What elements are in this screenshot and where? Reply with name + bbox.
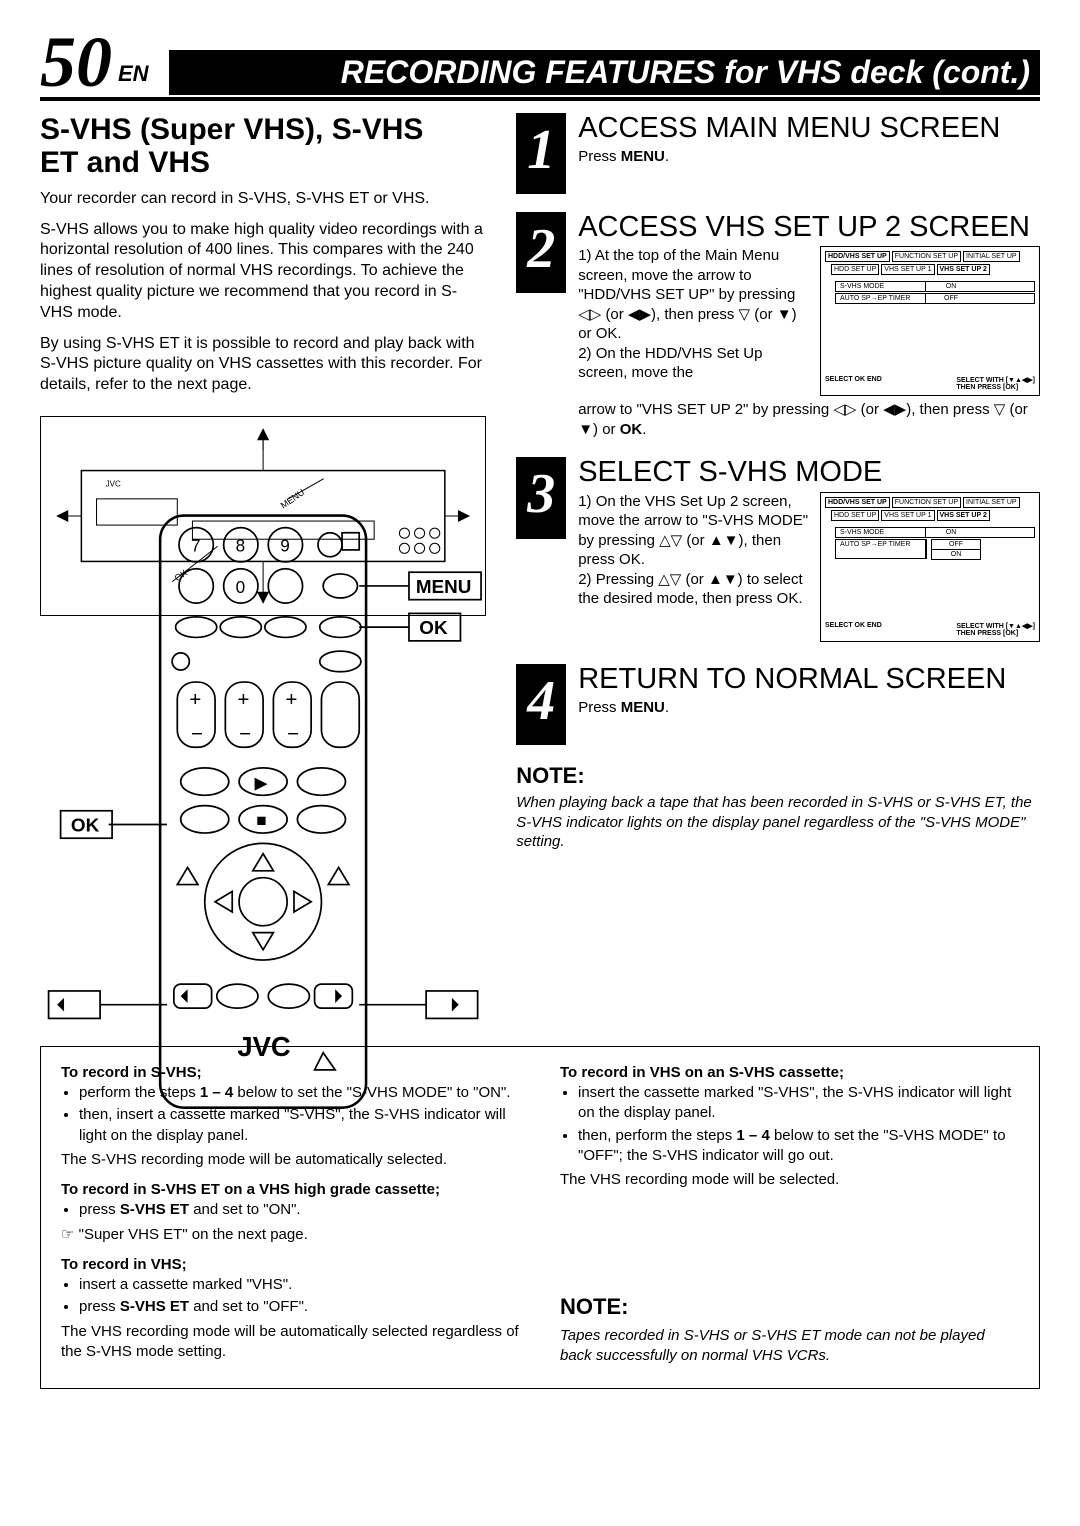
menu2-tab3: INITIAL SET UP xyxy=(963,251,1020,262)
bl-p3: The VHS recording mode will be automatic… xyxy=(61,1322,520,1363)
step-1: 1 ACCESS MAIN MENU SCREEN Press MENU. xyxy=(516,113,1040,194)
svg-text:+: + xyxy=(237,688,249,711)
menu3-tab3: INITIAL SET UP xyxy=(963,497,1020,508)
br-p1: The VHS recording mode will be selected. xyxy=(560,1170,1019,1190)
remote-diagram: 7 8 9 0 +− +− +− xyxy=(40,636,486,996)
step-4: 4 RETURN TO NORMAL SCREEN Press MENU. xyxy=(516,664,1040,745)
intro-para-3: By using S-VHS ET it is possible to reco… xyxy=(40,334,486,396)
menu2-tab2: FUNCTION SET UP xyxy=(892,251,961,262)
intro-para-1: Your recorder can record in S-VHS, S-VHS… xyxy=(40,189,486,210)
menu3-footer-right: SELECT WITH [▼▲◀▶] THEN PRESS [OK] xyxy=(956,622,1035,637)
menu3-tab1: HDD/VHS SET UP xyxy=(825,497,890,508)
svg-text:■: ■ xyxy=(256,810,266,830)
bl-h3: To record in VHS; xyxy=(61,1255,520,1275)
step-2: 2 ACCESS VHS SET UP 2 SCREEN 1) At the t… xyxy=(516,212,1040,439)
page-header: 50 EN RECORDING FEATURES for VHS deck (c… xyxy=(40,30,1040,101)
step-3: 3 SELECT S-VHS MODE 1) On the VHS Set Up… xyxy=(516,457,1040,645)
intro-para-2: S-VHS allows you to make high quality vi… xyxy=(40,220,486,324)
bl-b1a: perform the steps 1 – 4 below to set the… xyxy=(79,1083,520,1103)
right-column: 1 ACCESS MAIN MENU SCREEN Press MENU. 2 … xyxy=(516,113,1040,1006)
header-title: RECORDING FEATURES for VHS deck (cont.) xyxy=(169,50,1040,95)
bl-h2: To record in S-VHS ET on a VHS high grad… xyxy=(61,1180,520,1200)
bl-h1: To record in S-VHS; xyxy=(61,1063,520,1083)
bl-b3b: press S-VHS ET and set to "OFF". xyxy=(79,1297,520,1317)
menu3-tab2: FUNCTION SET UP xyxy=(892,497,961,508)
step-3-number: 3 xyxy=(516,457,566,538)
step-2-number: 2 xyxy=(516,212,566,293)
step-3-sub1: 1) On the VHS Set Up 2 screen, move the … xyxy=(578,492,810,570)
vcr-svg: JVC MENU OK xyxy=(41,417,485,615)
bl-p2: ☞ "Super VHS ET" on the next page. xyxy=(61,1225,520,1245)
menu2-row1-label: S-VHS MODE xyxy=(836,282,926,291)
menu2-row1-val: ON xyxy=(926,282,976,291)
page-number: 50 xyxy=(40,30,112,95)
svg-text:−: − xyxy=(191,722,203,745)
menu2-subtab1: HDD SET UP xyxy=(831,264,879,275)
svg-text:−: − xyxy=(287,722,299,745)
step-4-text: Press MENU. xyxy=(578,698,1040,718)
svg-text:−: − xyxy=(239,722,251,745)
br-h1: To record in VHS on an S-VHS cassette; xyxy=(560,1063,1019,1083)
page-lang: EN xyxy=(118,61,149,87)
bl-p1: The S-VHS recording mode will be automat… xyxy=(61,1150,520,1170)
step-2-sub1: 1) At the top of the Main Menu screen, m… xyxy=(578,246,810,344)
menu3-row2-label: AUTO SP→EP TIMER xyxy=(836,540,926,558)
step-1-number: 1 xyxy=(516,113,566,194)
step-3-sub2: 2) Pressing △▽ (or ▲▼) to select the des… xyxy=(578,570,810,609)
menu2-subtab3: VHS SET UP 2 xyxy=(937,264,990,275)
menu3-subtab3: VHS SET UP 2 xyxy=(937,510,990,521)
bottom-right: To record in VHS on an S-VHS cassette; i… xyxy=(560,1063,1019,1372)
menu2-row2-label: AUTO SP→EP TIMER xyxy=(836,294,926,303)
svg-text:+: + xyxy=(189,688,201,711)
note2-text: Tapes recorded in S-VHS or S-VHS ET mode… xyxy=(560,1326,1019,1365)
vcr-diagram: JVC MENU OK xyxy=(40,416,486,616)
note2-title: NOTE: xyxy=(560,1292,1019,1322)
note1-text: When playing back a tape that has been r… xyxy=(516,793,1040,852)
svg-text:JVC: JVC xyxy=(106,480,121,489)
note1-title: NOTE: xyxy=(516,763,1040,789)
svg-text:+: + xyxy=(285,688,297,711)
step-2-title: ACCESS VHS SET UP 2 SCREEN xyxy=(578,212,1040,242)
bl-b3a: insert a cassette marked "VHS". xyxy=(79,1275,520,1295)
svg-text:OK: OK xyxy=(71,814,100,835)
step-4-title: RETURN TO NORMAL SCREEN xyxy=(578,664,1040,694)
bl-b1b: then, insert a cassette marked "S-VHS", … xyxy=(79,1105,520,1146)
step-2-sub2-rest: arrow to "VHS SET UP 2" by pressing ◁▷ (… xyxy=(578,400,1040,439)
br-b1b: then, perform the steps 1 – 4 below to s… xyxy=(578,1126,1019,1167)
svg-text:OK: OK xyxy=(419,617,448,638)
menu3-row1-val: ON xyxy=(926,528,976,537)
step-1-text: Press MENU. xyxy=(578,147,1040,167)
remote-brand: JVC xyxy=(237,1031,291,1062)
menu3-footer-left: SELECT OK END xyxy=(825,622,882,637)
bl-b2a: press S-VHS ET and set to "ON". xyxy=(79,1200,520,1220)
menu2-footer-right: SELECT WITH [▼▲◀▶] THEN PRESS [OK] xyxy=(956,376,1035,391)
menu3-subtab1: HDD SET UP xyxy=(831,510,879,521)
menu-diagram-3: HDD/VHS SET UP FUNCTION SET UP INITIAL S… xyxy=(820,492,1040,642)
svg-text:▶: ▶ xyxy=(255,773,269,793)
menu2-subtab2: VHS SET UP 1 xyxy=(881,264,934,275)
menu2-footer-left: SELECT OK END xyxy=(825,376,882,391)
menu2-row2-val: OFF xyxy=(926,294,976,303)
menu2-tab1: HDD/VHS SET UP xyxy=(825,251,890,262)
bottom-box: To record in S-VHS; perform the steps 1 … xyxy=(40,1046,1040,1389)
section-title: S-VHS (Super VHS), S-VHS ET and VHS xyxy=(40,113,486,179)
step-1-title: ACCESS MAIN MENU SCREEN xyxy=(578,113,1040,143)
menu3-row1-label: S-VHS MODE xyxy=(836,528,926,537)
step-2-sub2-partial: 2) On the HDD/VHS Set Up screen, move th… xyxy=(578,344,810,383)
br-b1a: insert the cassette marked "S-VHS", the … xyxy=(578,1083,1019,1124)
step-3-title: SELECT S-VHS MODE xyxy=(578,457,1040,487)
bottom-left: To record in S-VHS; perform the steps 1 … xyxy=(61,1063,520,1372)
menu3-opt-on: ON xyxy=(932,550,980,559)
menu3-opt-off: OFF xyxy=(932,540,980,550)
menu-diagram-2: HDD/VHS SET UP FUNCTION SET UP INITIAL S… xyxy=(820,246,1040,396)
left-column: S-VHS (Super VHS), S-VHS ET and VHS Your… xyxy=(40,113,486,1006)
step-4-number: 4 xyxy=(516,664,566,745)
menu3-subtab2: VHS SET UP 1 xyxy=(881,510,934,521)
